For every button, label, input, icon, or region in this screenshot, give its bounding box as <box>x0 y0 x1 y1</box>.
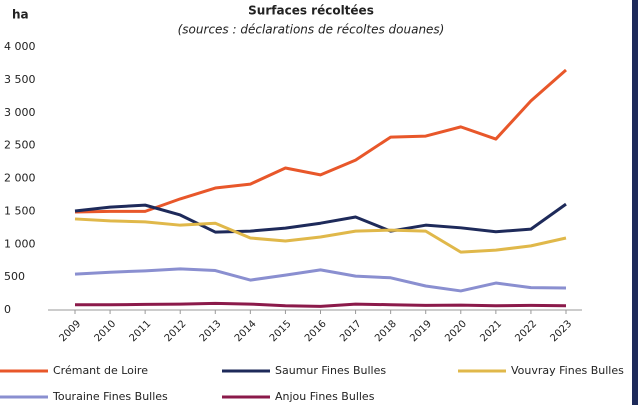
x-tick-label: 2020 <box>443 318 469 344</box>
y-tick-label: 3 500 <box>4 73 36 86</box>
y-tick-label: 2 000 <box>4 172 36 185</box>
y-tick-label: 1 000 <box>4 237 36 250</box>
x-tick-label: 2012 <box>163 318 189 344</box>
x-tick-label: 2010 <box>93 318 119 344</box>
y-tick-label: 2 500 <box>4 139 36 152</box>
y-tick-label: 3 000 <box>4 106 36 119</box>
legend-label: Crémant de Loire <box>53 364 148 377</box>
x-tick-label: 2016 <box>303 318 329 344</box>
x-tick-label: 2019 <box>408 318 434 344</box>
x-tick-label: 2014 <box>233 318 259 344</box>
y-tick-label: 500 <box>4 270 25 283</box>
series-line <box>74 217 567 254</box>
x-tick-label: 2023 <box>548 318 574 344</box>
y-tick-label: 4 000 <box>4 40 36 53</box>
chart-title: Surfaces récoltées <box>248 4 374 18</box>
x-tick-label: 2017 <box>338 318 364 344</box>
x-tick-label: 2022 <box>513 318 539 344</box>
y-unit: ha <box>12 8 29 22</box>
x-tick-label: 2011 <box>128 318 154 344</box>
side-bar <box>632 0 638 405</box>
legend-label: Touraine Fines Bulles <box>52 390 168 403</box>
series-line <box>74 202 567 234</box>
legend-label: Saumur Fines Bulles <box>275 364 386 377</box>
x-tick-label: 2013 <box>198 318 224 344</box>
chart-subtitle: (sources : déclarations de récoltes doua… <box>178 23 445 37</box>
series-line <box>74 68 567 214</box>
y-tick-label: 1 500 <box>4 204 36 217</box>
y-tick-label: 0 <box>4 303 11 316</box>
series-line <box>75 301 567 308</box>
x-tick-label: 2018 <box>373 318 399 344</box>
x-tick-label: 2015 <box>268 318 294 344</box>
series-line <box>74 267 567 293</box>
x-tick-label: 2021 <box>478 318 504 344</box>
x-tick-label: 2009 <box>57 318 83 344</box>
legend-label: Vouvray Fines Bulles <box>511 364 624 377</box>
legend-label: Anjou Fines Bulles <box>275 390 375 403</box>
